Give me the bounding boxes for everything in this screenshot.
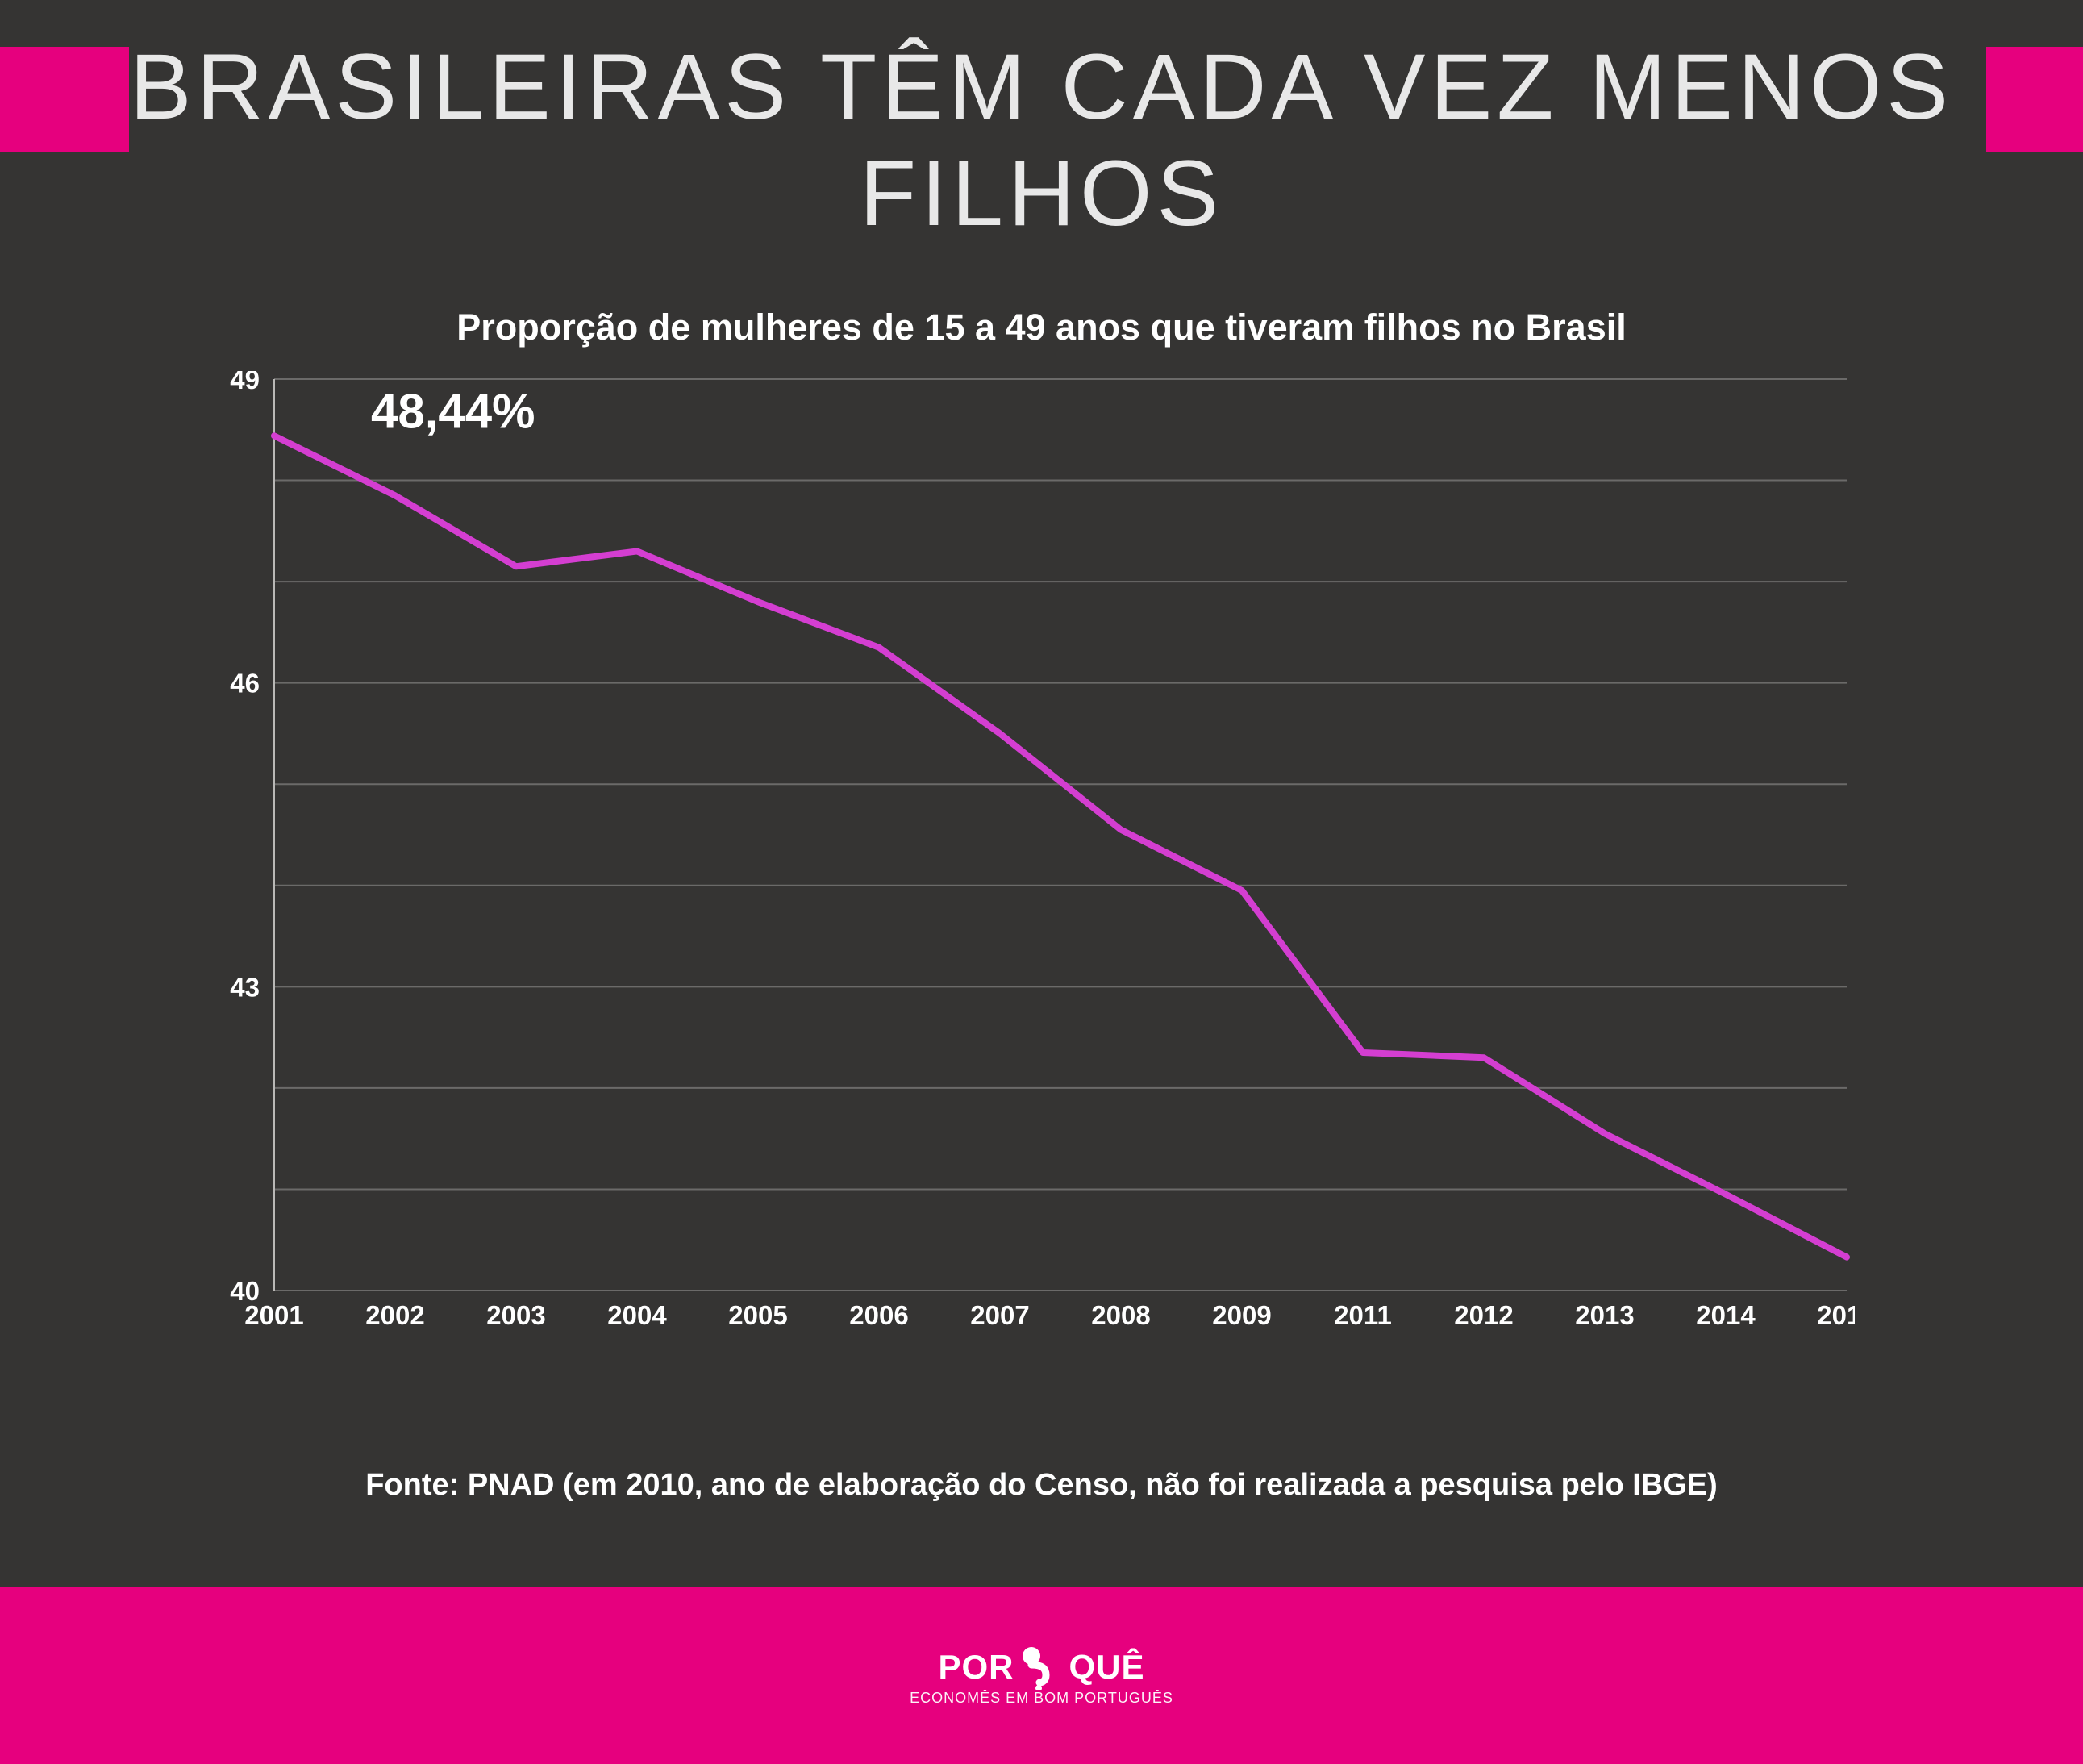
svg-text:2003: 2003 <box>486 1300 545 1330</box>
footer-bar: POR QUÊ ECONOMÊS EM BOM PORTUGUÊS <box>0 1587 2083 1764</box>
svg-text:2013: 2013 <box>1575 1300 1634 1330</box>
svg-text:2012: 2012 <box>1454 1300 1513 1330</box>
svg-text:2009: 2009 <box>1212 1300 1271 1330</box>
svg-text:2004: 2004 <box>607 1300 667 1330</box>
question-mark-icon <box>1019 1645 1064 1690</box>
source-footnote: Fonte: PNAD (em 2010, ano de elaboração … <box>0 1468 2083 1503</box>
svg-text:2001: 2001 <box>244 1300 303 1330</box>
chart-subtitle: Proporção de mulheres de 15 a 49 anos qu… <box>0 307 2083 348</box>
logo-text-left: POR <box>938 1648 1014 1687</box>
headline: BRASILEIRAS TÊM CADA VEZ MENOS FILHOS <box>0 34 2083 247</box>
svg-text:2014: 2014 <box>1696 1300 1756 1330</box>
svg-text:48,44%: 48,44% <box>371 384 535 438</box>
svg-text:2015: 2015 <box>1817 1300 1855 1330</box>
svg-text:43: 43 <box>230 972 260 1002</box>
svg-text:2002: 2002 <box>365 1300 424 1330</box>
svg-text:2011: 2011 <box>1334 1300 1392 1330</box>
svg-text:46: 46 <box>230 669 260 699</box>
logo-tagline: ECONOMÊS EM BOM PORTUGUÊS <box>910 1690 1173 1707</box>
svg-text:2007: 2007 <box>970 1300 1029 1330</box>
svg-text:2006: 2006 <box>849 1300 908 1330</box>
chart-area: 4043464920012002200320042005200620072008… <box>202 371 1855 1339</box>
svg-text:2008: 2008 <box>1091 1300 1150 1330</box>
svg-text:49: 49 <box>230 371 260 394</box>
brand-logo: POR QUÊ ECONOMÊS EM BOM PORTUGUÊS <box>910 1645 1173 1707</box>
line-chart-svg: 4043464920012002200320042005200620072008… <box>202 371 1855 1339</box>
logo-text-right: QUÊ <box>1069 1648 1144 1687</box>
svg-text:2005: 2005 <box>728 1300 787 1330</box>
infographic-card: BRASILEIRAS TÊM CADA VEZ MENOS FILHOS Pr… <box>0 0 2083 1764</box>
